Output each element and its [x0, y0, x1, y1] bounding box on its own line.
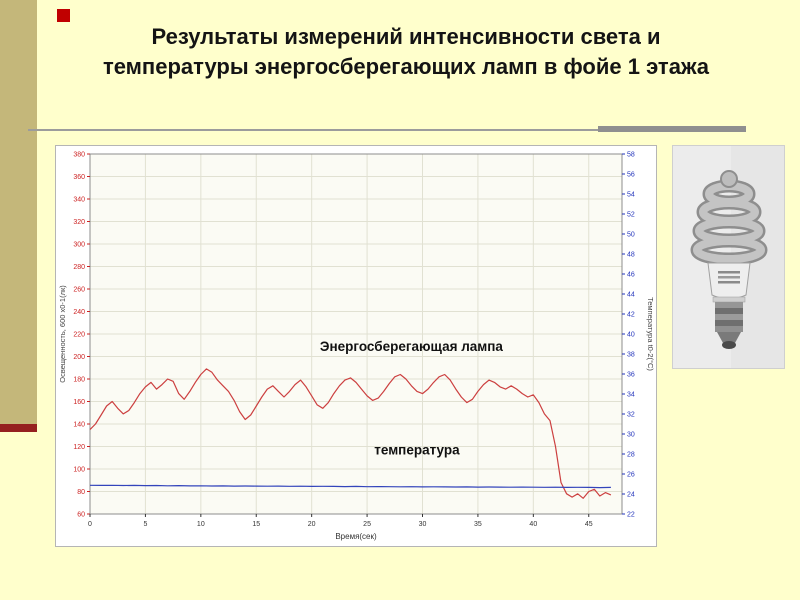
svg-text:60: 60 — [77, 512, 85, 519]
title-divider — [28, 129, 746, 131]
right-axis-labels: 22 24 26 28 30 32 34 36 38 40 42 44 46 48 50 52 54 56 58 — [622, 152, 635, 519]
svg-text:30: 30 — [627, 432, 635, 439]
svg-text:24: 24 — [627, 492, 635, 499]
svg-text:50: 50 — [627, 232, 635, 239]
left-accent-bar — [0, 0, 37, 424]
svg-text:44: 44 — [627, 292, 635, 299]
svg-text:35: 35 — [474, 521, 482, 528]
title-divider-accent — [598, 126, 746, 132]
x-axis-title: Время(сек) — [335, 532, 377, 541]
measurement-chart: 6080100120140160180200220240260280300320… — [58, 152, 655, 542]
series-0 — [89, 368, 612, 499]
left-accent-red-bar — [0, 424, 37, 432]
slide-title: Результаты измерений интенсивности света… — [102, 24, 710, 79]
svg-text:26: 26 — [627, 472, 635, 479]
base-contact-tip — [722, 341, 736, 349]
svg-text:58: 58 — [627, 152, 635, 159]
svg-text:30: 30 — [419, 521, 427, 528]
svg-text:360: 360 — [73, 174, 85, 181]
svg-text:10: 10 — [197, 521, 205, 528]
svg-text:320: 320 — [73, 219, 85, 226]
svg-text:200: 200 — [73, 354, 85, 361]
chart-annotation-0: Энергосберегающая лампа — [320, 339, 504, 354]
svg-text:300: 300 — [73, 242, 85, 249]
svg-text:45: 45 — [585, 521, 593, 528]
svg-text:100: 100 — [73, 467, 85, 474]
chart-annotation-1: температура — [374, 442, 460, 457]
svg-text:40: 40 — [627, 332, 635, 339]
svg-text:25: 25 — [363, 521, 371, 528]
svg-text:15: 15 — [252, 521, 260, 528]
svg-text:5: 5 — [143, 521, 147, 528]
svg-text:280: 280 — [73, 264, 85, 271]
svg-text:28: 28 — [627, 452, 635, 459]
cfl-screw-base — [712, 296, 746, 349]
x-axis-labels: 0 5 10 15 20 25 30 35 40 45 — [88, 514, 593, 528]
svg-text:32: 32 — [627, 412, 635, 419]
svg-text:56: 56 — [627, 172, 635, 179]
svg-text:52: 52 — [627, 212, 635, 219]
svg-text:240: 240 — [73, 309, 85, 316]
cfl-spiral-tube — [690, 170, 768, 266]
lamp-photo — [672, 145, 785, 369]
svg-text:0: 0 — [88, 521, 92, 528]
right-axis-title: Температура t0-2(°C) — [646, 297, 655, 371]
svg-text:54: 54 — [627, 192, 635, 199]
svg-text:22: 22 — [627, 512, 635, 519]
chart-container: 60 80 100 120 140 160 180 200 220 240 260 280 300 320… — [55, 145, 657, 547]
svg-text:260: 260 — [73, 287, 85, 294]
svg-text:80: 80 — [77, 489, 85, 496]
svg-text:34: 34 — [627, 392, 635, 399]
left-axis-title: Освещенность, 600 х0-1(лк) — [58, 285, 67, 383]
cfl-plastic-housing — [707, 262, 751, 300]
svg-text:180: 180 — [73, 377, 85, 384]
svg-text:340: 340 — [73, 197, 85, 204]
cfl-lamp-illustration — [673, 146, 784, 368]
svg-text:380: 380 — [73, 152, 85, 159]
svg-text:160: 160 — [73, 399, 85, 406]
svg-text:220: 220 — [73, 332, 85, 339]
svg-text:42: 42 — [627, 312, 635, 319]
svg-text:20: 20 — [308, 521, 316, 528]
svg-text:120: 120 — [73, 444, 85, 451]
svg-text:40: 40 — [529, 521, 537, 528]
title-bullet — [57, 9, 70, 22]
left-axis-labels: 60 80 100 120 140 160 180 200 220 240 260 280 300 320… — [73, 152, 90, 519]
svg-text:38: 38 — [627, 352, 635, 359]
svg-text:36: 36 — [627, 372, 635, 379]
series-1 — [89, 484, 611, 489]
svg-text:48: 48 — [627, 252, 635, 259]
svg-text:140: 140 — [73, 422, 85, 429]
svg-text:46: 46 — [627, 272, 635, 279]
